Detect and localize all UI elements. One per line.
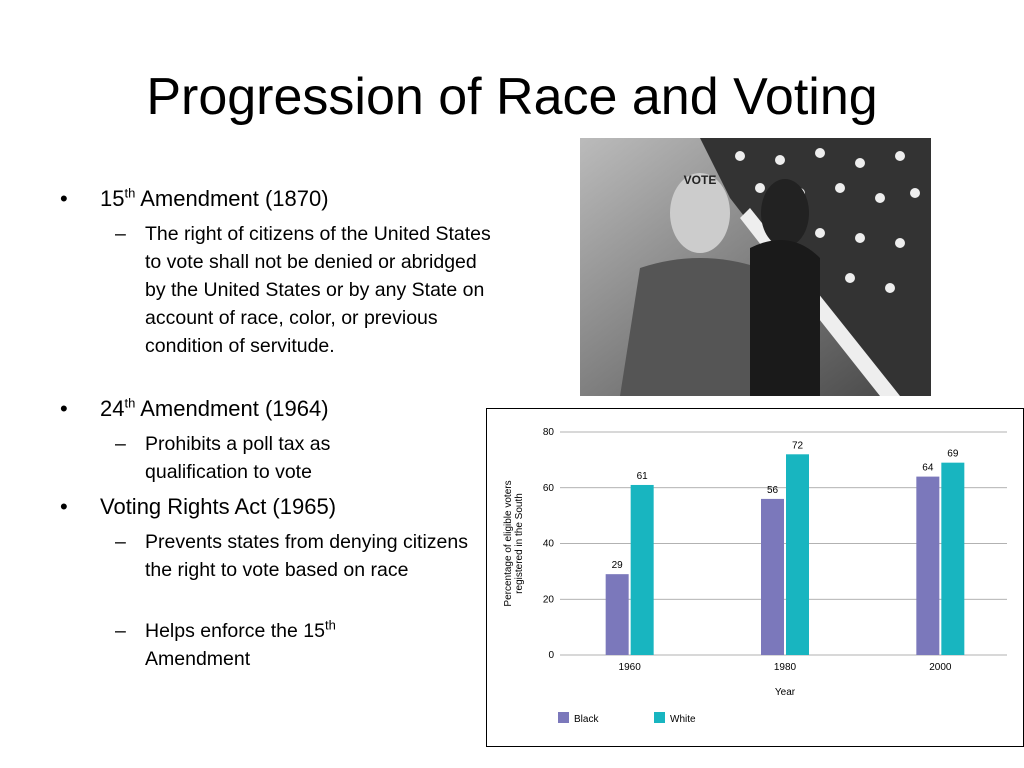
legend-label: Black	[574, 714, 599, 725]
bullet-text: Amendment (1870)	[140, 186, 329, 211]
sub-bullet-dash: –	[115, 223, 126, 245]
bar	[916, 476, 940, 655]
sub-bullet-dash: –	[115, 620, 126, 642]
x-tick-label: 1980	[774, 662, 797, 673]
y-axis-label: Percentage of eligible voters	[503, 480, 514, 606]
data-label: 61	[637, 471, 649, 482]
sub-bullet-text: Prevents states from denying citizens th…	[145, 531, 468, 581]
y-tick-label: 0	[548, 650, 554, 661]
superscript: th	[324, 617, 336, 633]
sub-bullet-text: The right of citizens of the United Stat…	[145, 223, 491, 357]
bullet-text: 24	[100, 396, 125, 421]
data-label: 29	[612, 560, 624, 571]
data-label: 72	[792, 440, 804, 451]
y-tick-label: 20	[543, 594, 555, 605]
bullet-dot: •	[60, 494, 68, 519]
y-tick-label: 40	[543, 539, 555, 550]
sub-bullet-dash: –	[115, 433, 126, 455]
bar	[941, 462, 965, 655]
photo: VOTE	[580, 138, 931, 396]
bar	[786, 454, 809, 655]
bullet: 24th Amendment (1964)	[100, 395, 329, 423]
person-face	[761, 179, 809, 247]
superscript: th	[124, 395, 136, 411]
sub-bullet: Helps enforce the 15th Amendment	[145, 617, 395, 673]
legend-swatch	[558, 712, 569, 723]
bullet-text: Amendment (1964)	[140, 396, 329, 421]
bullet: Voting Rights Act (1965)	[100, 493, 336, 521]
slide-title: Progression of Race and Voting	[146, 68, 878, 126]
x-tick-label: 1960	[619, 662, 642, 673]
sub-bullet-text: Amendment	[145, 648, 251, 670]
chart: 0 20 40 60 80 1960 29 61 1980 56 72 2000 64 69 Percent…	[486, 408, 1024, 747]
sub-bullet: The right of citizens of the United Stat…	[145, 220, 495, 360]
sub-bullet: Prohibits a poll tax as qualification to…	[145, 430, 385, 486]
person-body	[620, 258, 780, 396]
bullet-dot: •	[60, 396, 68, 421]
legend-label: White	[670, 714, 696, 725]
sub-bullet: Prevents states from denying citizens th…	[145, 528, 475, 584]
y-tick-label: 60	[543, 483, 555, 494]
superscript: th	[124, 185, 136, 201]
bar	[605, 574, 629, 655]
data-label: 69	[947, 449, 959, 460]
y-axis-label: registered in the South	[514, 493, 525, 594]
x-axis-label: Year	[775, 687, 796, 698]
bullet-dot: •	[60, 186, 68, 211]
legend-swatch	[654, 712, 665, 723]
bullet: 15th Amendment (1870)	[100, 185, 329, 213]
y-tick-label: 80	[543, 427, 555, 438]
bullet-text: 15	[100, 186, 125, 211]
person-body	[750, 240, 820, 396]
sub-bullet-text: Helps enforce the 15	[145, 620, 325, 642]
data-label: 64	[922, 463, 934, 474]
sub-bullet-text: Prohibits a poll tax as qualification to…	[145, 433, 331, 483]
bar	[761, 498, 784, 655]
bullet-text: Voting Rights Act (1965)	[100, 494, 337, 519]
data-label: 56	[767, 485, 779, 496]
photo-text: VOTE	[684, 173, 717, 187]
sub-bullet-dash: –	[115, 531, 126, 553]
bar	[630, 484, 654, 655]
x-tick-label: 2000	[929, 662, 952, 673]
person-face	[670, 173, 730, 253]
flag-stars	[735, 148, 920, 293]
